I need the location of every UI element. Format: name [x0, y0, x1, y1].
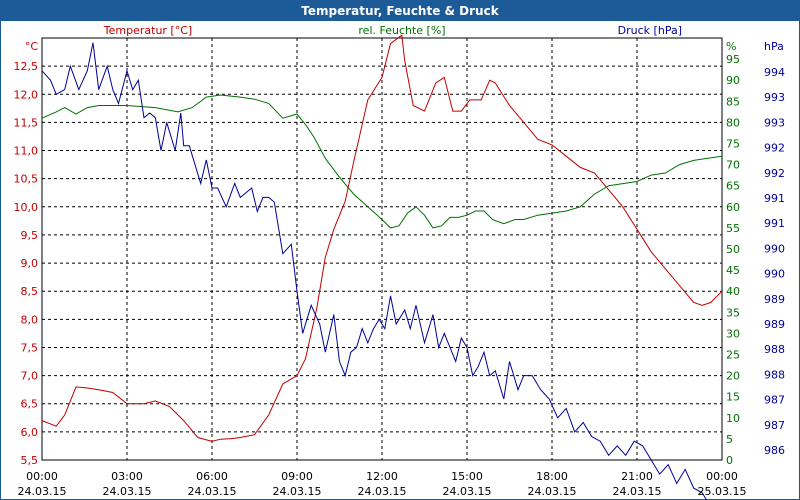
- x-tick-time: 15:00: [451, 470, 483, 483]
- temperature-tick-label: 12,5: [14, 60, 39, 73]
- temperature-tick-label: 5,5: [21, 454, 39, 467]
- temperature-tick-label: 8,5: [21, 285, 39, 298]
- x-tick-time: 09:00: [281, 470, 313, 483]
- pressure-tick-label: 988: [764, 368, 785, 381]
- x-tick-time: 03:00: [111, 470, 143, 483]
- pressure-tick-label: 989: [764, 318, 785, 331]
- pressure-tick-label: 987: [764, 419, 785, 432]
- temperature-tick-label: 9,5: [21, 229, 39, 242]
- pressure-tick-label: 994: [764, 66, 785, 79]
- humidity-tick-label: 95: [726, 53, 740, 66]
- humidity-tick-label: 85: [726, 95, 740, 108]
- humidity-tick-label: 50: [726, 243, 740, 256]
- x-tick-time: 18:00: [536, 470, 568, 483]
- pressure-tick-label: 987: [764, 394, 785, 407]
- humidity-tick-label: 5: [726, 433, 733, 446]
- humidity-tick-label: 20: [726, 370, 740, 383]
- temperature-tick-label: 7,0: [21, 370, 39, 383]
- humidity-tick-label: 65: [726, 180, 740, 193]
- humidity-tick-label: 45: [726, 264, 740, 277]
- humidity-tick-label: 0: [726, 454, 733, 467]
- x-tick-date: 24.03.15: [358, 485, 407, 498]
- pressure-axis-header: Druck [hPa]: [618, 24, 682, 37]
- tick-labels: 00:00 24.03.15 03:00 24.03.15 06:00 24.03.15 0…: [14, 53, 786, 498]
- humidity-tick-label: 55: [726, 222, 740, 235]
- pressure-tick-label: 988: [764, 343, 785, 356]
- humidity-tick-label: 75: [726, 138, 740, 151]
- pressure-tick-label: 993: [764, 91, 785, 104]
- x-tick-date: 24.03.15: [528, 485, 577, 498]
- x-tick-date: 24.03.15: [188, 485, 237, 498]
- series-lines: [41, 34, 723, 500]
- pressure-tick-label: 989: [764, 293, 785, 306]
- humidity-tick-label: 15: [726, 391, 740, 404]
- humidity-tick-label: 10: [726, 412, 740, 425]
- pressure-tick-label: 986: [764, 444, 785, 457]
- temperature-tick-label: 10,5: [14, 173, 39, 186]
- x-tick-time: 12:00: [366, 470, 398, 483]
- humidity-axis-header: rel. Feuchte [%]: [358, 24, 445, 37]
- x-tick-date: 24.03.15: [18, 485, 67, 498]
- x-tick-date: 25.03.15: [698, 485, 747, 498]
- humidity-tick-label: 90: [726, 74, 740, 87]
- x-tick-date: 24.03.15: [613, 485, 662, 498]
- pressure-tick-label: 993: [764, 116, 785, 129]
- temperature-unit-label: °C: [25, 40, 39, 53]
- temperature-tick-label: 12,0: [14, 88, 39, 101]
- humidity-unit-label: %: [726, 40, 736, 53]
- plot-border: [41, 37, 723, 461]
- temperature-series-line: [41, 34, 723, 442]
- pressure-tick-label: 990: [764, 242, 785, 255]
- window-title: Temperatur, Feuchte & Druck: [1, 1, 799, 21]
- temperature-tick-label: 9,0: [21, 257, 39, 270]
- pressure-tick-label: 992: [764, 167, 785, 180]
- x-tick-time: 00:00: [706, 470, 738, 483]
- humidity-tick-label: 25: [726, 349, 740, 362]
- humidity-tick-label: 60: [726, 201, 740, 214]
- temperature-tick-label: 10,0: [14, 201, 39, 214]
- temperature-tick-label: 6,0: [21, 426, 39, 439]
- pressure-series-line: [41, 42, 708, 500]
- x-tick-date: 24.03.15: [443, 485, 492, 498]
- x-tick-date: 24.03.15: [103, 485, 152, 498]
- pressure-unit-label: hPa: [764, 40, 784, 53]
- humidity-tick-label: 80: [726, 116, 740, 129]
- plot-grid: [42, 38, 722, 460]
- x-tick-time: 00:00: [26, 470, 58, 483]
- pressure-tick-label: 991: [764, 217, 785, 230]
- humidity-tick-label: 40: [726, 285, 740, 298]
- plot-frame: [41, 37, 723, 461]
- temperature-tick-label: 8,0: [21, 313, 39, 326]
- temperature-axis-header: Temperatur [°C]: [103, 24, 192, 37]
- pressure-tick-label: 991: [764, 192, 785, 205]
- humidity-tick-label: 35: [726, 306, 740, 319]
- temperature-tick-label: 11,0: [14, 145, 39, 158]
- temperature-tick-label: 6,5: [21, 398, 39, 411]
- humidity-tick-label: 70: [726, 159, 740, 172]
- pressure-tick-label: 992: [764, 142, 785, 155]
- x-tick-date: 24.03.15: [273, 485, 322, 498]
- temperature-tick-label: 7,5: [21, 341, 39, 354]
- x-tick-time: 06:00: [196, 470, 228, 483]
- humidity-tick-label: 30: [726, 327, 740, 340]
- temperature-tick-label: 11,5: [14, 116, 39, 129]
- humidity-series-line: [41, 94, 723, 229]
- x-tick-time: 21:00: [621, 470, 653, 483]
- pressure-tick-label: 990: [764, 268, 785, 281]
